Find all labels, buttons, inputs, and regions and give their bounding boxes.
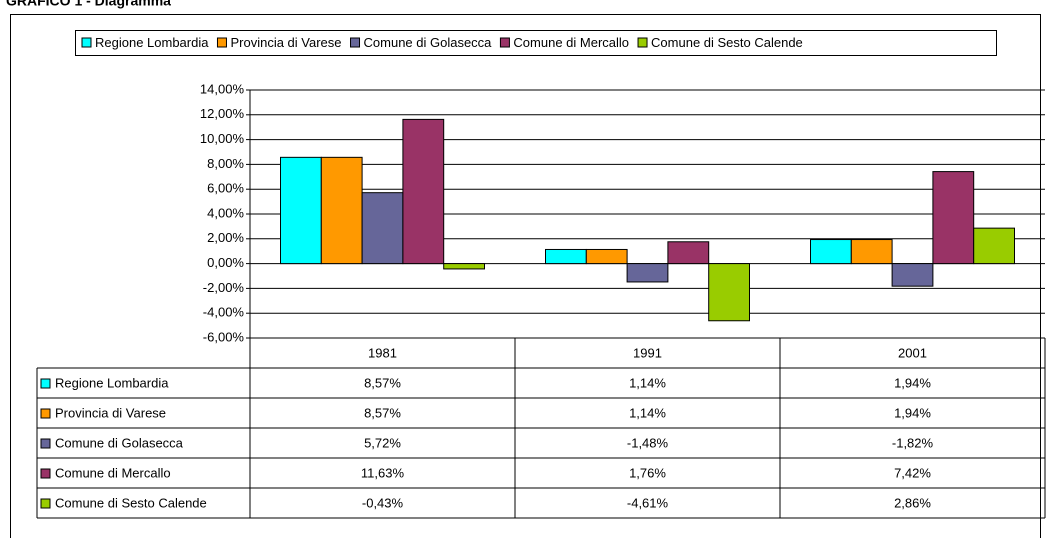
table-legend-key	[40, 408, 51, 419]
table-row-label: Provincia di Varese	[55, 405, 166, 420]
x-tick-label: 1981	[368, 345, 397, 360]
table-cell: 5,72%	[364, 435, 401, 450]
y-tick-label: 14,00%	[200, 81, 245, 96]
bar	[545, 248, 587, 265]
table-legend-key	[40, 498, 51, 509]
bar	[402, 118, 445, 265]
table-cell: -4,61%	[627, 495, 669, 510]
table-cell: 2,86%	[894, 495, 931, 510]
legend-label: Comune di Sesto Calende	[651, 35, 803, 50]
bar	[361, 192, 404, 265]
legend-label: Comune di Mercallo	[513, 35, 629, 50]
y-tick-label: 6,00%	[207, 181, 244, 196]
legend-box	[75, 30, 997, 56]
legend-key	[81, 37, 92, 48]
table-cell: -0,43%	[362, 495, 404, 510]
table-cell: -1,48%	[627, 435, 669, 450]
table-legend-key	[40, 438, 51, 449]
table-cell: 11,63%	[361, 465, 405, 480]
table-legend-key	[40, 378, 51, 389]
legend-label: Comune di Golasecca	[364, 35, 493, 50]
table-cell: 1,94%	[894, 405, 931, 420]
bar	[850, 239, 893, 265]
bar	[708, 263, 751, 322]
bar	[320, 156, 363, 265]
y-tick-label: 2,00%	[207, 230, 244, 245]
x-tick-label: 1991	[633, 345, 662, 360]
bar	[280, 156, 322, 265]
legend-key	[499, 37, 510, 48]
y-tick-label: 10,00%	[200, 131, 245, 146]
y-tick-label: 12,00%	[200, 106, 245, 121]
chart-frame	[10, 14, 1041, 543]
table-legend-key	[40, 468, 51, 479]
bar	[626, 263, 669, 283]
table-cell: 1,76%	[629, 465, 666, 480]
y-tick-label: -4,00%	[203, 305, 245, 320]
table-cell: 8,57%	[364, 405, 401, 420]
table-row-label: Comune di Sesto Calende	[55, 495, 207, 510]
legend-key	[350, 37, 361, 48]
table-cell: 7,42%	[894, 465, 931, 480]
table-cell: 1,94%	[894, 375, 931, 390]
y-tick-label: -2,00%	[203, 280, 245, 295]
legend-key	[216, 37, 227, 48]
heading: GRAFICO 1 - Diagramma	[6, 0, 171, 9]
y-tick-label: -6,00%	[203, 329, 245, 344]
table-row-label: Comune di Golasecca	[55, 435, 184, 450]
bar	[973, 227, 1016, 265]
table-row-label: Comune di Mercallo	[55, 465, 171, 480]
table-cell: 1,14%	[629, 405, 666, 420]
y-tick-label: 4,00%	[207, 205, 244, 220]
table-cell: 1,14%	[629, 375, 666, 390]
y-tick-label: 0,00%	[207, 255, 244, 270]
legend-label: Provincia di Varese	[230, 35, 341, 50]
legend-label: Regione Lombardia	[95, 35, 209, 50]
bar	[810, 239, 852, 265]
bar	[443, 263, 486, 270]
x-tick-label: 2001	[898, 345, 927, 360]
bar	[667, 241, 710, 265]
legend-key	[637, 37, 648, 48]
table-row-label: Regione Lombardia	[55, 375, 169, 390]
bar	[932, 171, 975, 265]
table-cell: 8,57%	[364, 375, 401, 390]
bar	[585, 248, 628, 265]
table-cell: -1,82%	[892, 435, 934, 450]
bar	[891, 263, 934, 287]
y-tick-label: 8,00%	[207, 156, 244, 171]
